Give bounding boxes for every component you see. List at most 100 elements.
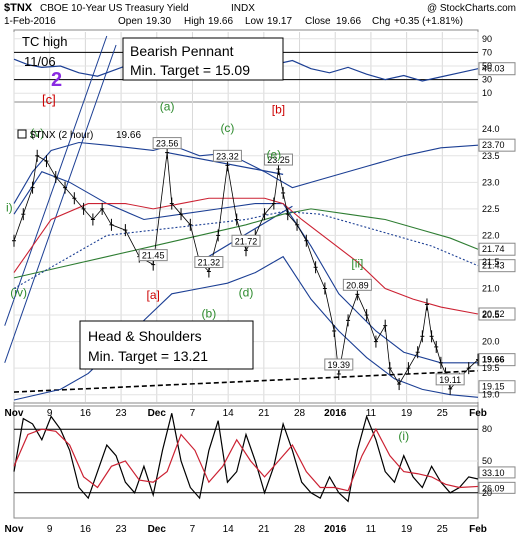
price-x-tick-label: Nov [5, 408, 24, 419]
stoch-y-tick-label: 80 [482, 424, 492, 434]
chg-value: +0.35 (+1.81%) [394, 16, 463, 27]
stoch-x-tick-label: 19 [401, 524, 413, 535]
price-x-tick-label: 14 [223, 408, 235, 419]
top-last-value: 46.03 [482, 64, 505, 74]
wave-label: (e) [267, 147, 282, 161]
stoch-value-tag [478, 481, 516, 494]
price-x-tick-label: 9 [47, 408, 53, 419]
price-x-tick-label: Dec [148, 408, 167, 419]
price-x-tick-label: Feb [469, 408, 487, 419]
stoch-x-tick-label: Nov [5, 524, 24, 535]
price-label-box [152, 137, 182, 150]
price-label-box [231, 234, 261, 247]
price-y-tick-label: 23.5 [482, 151, 500, 161]
price-label: 21.32 [198, 258, 221, 268]
stoch-value-2: 26.09 [482, 483, 505, 493]
price-y-tick-label: 22.5 [482, 204, 500, 214]
right-value-label: 21.74 [482, 244, 505, 254]
open-value: 19.30 [146, 16, 171, 27]
head-shoulders-title: Head & Shoulders [88, 328, 202, 344]
price-overlay-line [13, 210, 479, 289]
price-y-tick-label: 22.0 [482, 230, 500, 240]
price-y-tick-label: 20.0 [482, 337, 500, 347]
right-value-label: 23.70 [482, 140, 505, 150]
right-value-label: 20.52 [482, 309, 505, 319]
price-line [13, 152, 479, 390]
price-legend-label: $TNX (2 hour) [30, 130, 93, 141]
stoch-x-tick-label: 2016 [324, 524, 347, 535]
stoch-x-tick-label: 28 [294, 524, 306, 535]
right-value-label: 21.43 [482, 261, 505, 271]
head-shoulders-target: Min. Target = 13.21 [88, 348, 208, 364]
price-y-tick-label: 19.0 [482, 390, 500, 400]
stoch-wave-label: (i) [398, 429, 409, 443]
price-overlay-line [13, 208, 479, 279]
price-y-tick-label: 23.0 [482, 177, 500, 187]
stochastic-layer: 33.10 26.09 (i) [13, 413, 516, 503]
right-value-tag [478, 242, 516, 256]
price-x-tick-label: 11 [366, 408, 377, 419]
stoch-y-tick-label: 20 [482, 488, 492, 498]
right-value-label: 19.66 [482, 355, 505, 365]
tc-high-label: TC high [22, 34, 68, 49]
right-value-tag [478, 307, 516, 321]
price-x-tick-label: 25 [437, 408, 449, 419]
stoch-value-tag [478, 466, 516, 479]
right-value-tag [478, 138, 516, 152]
price-y-tick-label: 24.0 [482, 124, 500, 134]
close-value: 19.66 [336, 16, 361, 27]
bearish-pennant-target: Min. Target = 15.09 [130, 62, 250, 78]
stockcharts-credit: @ StockCharts.com [427, 3, 516, 14]
date-label: 1-Feb-2016 [4, 16, 56, 27]
low-value: 19.17 [267, 16, 292, 27]
top-last-value-tag [478, 62, 516, 76]
price-layer: 23.56 23.32 23.25 21.45 21.32 21.72 20.89 19.39… [4, 35, 516, 401]
right-value-tag [478, 353, 516, 367]
price-x-tick-label: 2016 [324, 408, 347, 419]
chg-label: Chg [372, 16, 390, 27]
wave-2-label: 2 [51, 69, 62, 91]
price-x-tick-label: 16 [80, 408, 92, 419]
stoch-x-tick-label: Dec [148, 524, 167, 535]
axis-label-layer: Nov Nov 9 9 16 16 23 23 Dec Dec 7 7 14 14 21 21 28 28 2016… [5, 34, 500, 535]
bearish-pennant-box [122, 37, 284, 81]
right-value-tag [478, 380, 516, 394]
top-y-tick-label: 30 [482, 75, 492, 85]
high-label: High [184, 16, 205, 27]
price-legend-value: 19.66 [116, 130, 141, 141]
exchange-label: INDX [231, 3, 255, 14]
wave-label: (c) [220, 121, 234, 135]
high-value: 19.66 [208, 16, 233, 27]
price-label: 23.32 [216, 151, 239, 161]
price-label-box [194, 256, 224, 269]
stoch-x-tick-label: 23 [116, 524, 128, 535]
price-x-tick-label: 21 [258, 408, 270, 419]
right-value-label: 19.15 [482, 382, 505, 392]
price-overlay-line [13, 197, 479, 315]
head-shoulders-box [79, 320, 254, 370]
price-label: 21.72 [235, 236, 258, 246]
top-y-tick-label: 10 [482, 88, 492, 98]
top-y-tick-label: 70 [482, 47, 492, 57]
stoch-fast-line [13, 413, 479, 503]
price-label-box [324, 358, 354, 371]
low-label: Low [245, 16, 264, 27]
instrument-name: CBOE 10-Year US Treasury Yield [40, 3, 189, 14]
wave-label: [ii] [351, 256, 363, 270]
price-label: 19.39 [328, 360, 351, 370]
price-x-tick-label: 19 [401, 408, 413, 419]
price-label: 23.25 [267, 155, 290, 165]
wave-label: i) [6, 201, 13, 215]
top-y-tick-label: 90 [482, 34, 492, 44]
price-y-tick-label: 21.5 [482, 257, 500, 267]
price-label: 21.45 [142, 251, 165, 261]
price-label-box [435, 373, 465, 386]
close-label: Close [305, 16, 331, 27]
price-label-box [138, 249, 168, 262]
wave-label: (d) [239, 285, 254, 299]
stoch-y-tick-label: 50 [482, 456, 492, 466]
price-label: 23.56 [156, 139, 179, 149]
stoch-x-tick-label: 11 [366, 524, 377, 535]
